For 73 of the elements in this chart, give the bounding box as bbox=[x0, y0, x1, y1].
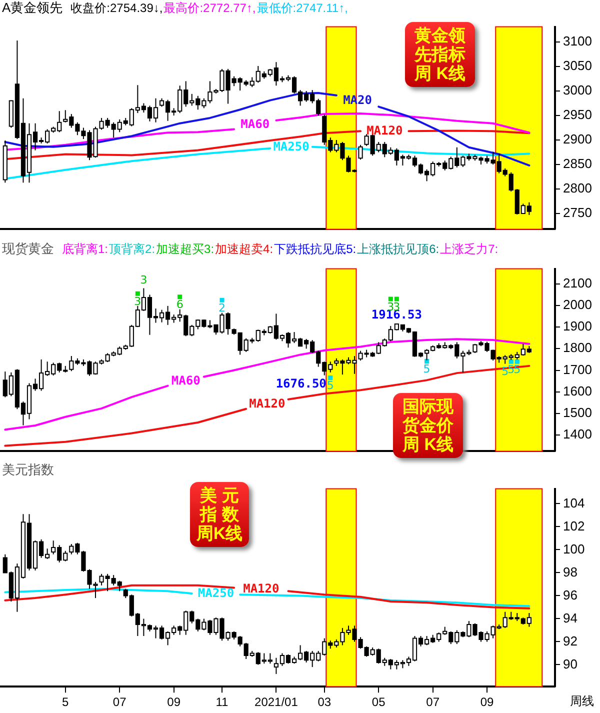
x-tick-label: 09 bbox=[480, 695, 494, 710]
y-tick-label: 1600 bbox=[563, 383, 592, 398]
point bbox=[388, 296, 393, 302]
y-tick-label: 2850 bbox=[563, 156, 592, 172]
text: 加速超买3: bbox=[156, 242, 214, 256]
text: 上涨抵抗见顶6: bbox=[357, 242, 440, 256]
series-label: MA120 bbox=[366, 123, 403, 138]
y-tick-label: 100 bbox=[563, 541, 585, 556]
point bbox=[394, 296, 399, 302]
text: 最高价:2772.77↑, bbox=[164, 1, 256, 15]
y-tick-label: 3100 bbox=[563, 34, 592, 49]
y-tick-label: 1500 bbox=[563, 405, 592, 420]
text: 最低价:2747.11↑, bbox=[256, 1, 348, 15]
x-tick-label: 03 bbox=[318, 695, 332, 710]
y-tick-label: 2800 bbox=[563, 180, 592, 196]
x-tick-label: 07 bbox=[426, 695, 440, 710]
annotation: 美 元指 数周K线 bbox=[190, 482, 249, 547]
annotation: 3 bbox=[134, 294, 142, 308]
y-tick-label: 3050 bbox=[563, 58, 592, 74]
x-tick-label: 05 bbox=[372, 695, 386, 710]
y-tick-label: 2950 bbox=[563, 107, 592, 122]
y-tick-label: 104 bbox=[563, 495, 585, 510]
y-tick-label: 98 bbox=[563, 564, 578, 580]
point bbox=[424, 358, 430, 364]
annotation: 6 bbox=[176, 298, 184, 312]
annotation: 5 bbox=[326, 379, 334, 392]
text: 收盘价:2754.39↓, bbox=[70, 1, 163, 15]
y-tick-label: 2100 bbox=[563, 275, 592, 290]
y-tick-label: 94 bbox=[563, 610, 578, 626]
annotation: 5 bbox=[423, 362, 430, 376]
y-tick-label: 1400 bbox=[563, 426, 592, 442]
text: 下跌抵抗见底5: bbox=[274, 242, 356, 256]
series-label: MA250 bbox=[198, 586, 234, 600]
point bbox=[508, 359, 514, 364]
x-tick-label: 09 bbox=[167, 695, 181, 710]
series-label: MA120 bbox=[249, 396, 286, 410]
y-tick-label: 3000 bbox=[563, 82, 592, 98]
y-tick-label: 1700 bbox=[563, 362, 592, 377]
annotation: 国际现货金价周 K线 bbox=[393, 393, 463, 458]
x-tick-label: 2021/01 bbox=[254, 695, 298, 710]
series-label: MA60 bbox=[240, 116, 270, 131]
x-tick-label: 07 bbox=[112, 695, 127, 710]
x-tick-label: 5 bbox=[62, 695, 70, 710]
point bbox=[135, 291, 140, 296]
y-tick-label: 2000 bbox=[563, 297, 592, 312]
y-tick-label: 2900 bbox=[563, 132, 592, 147]
point bbox=[514, 359, 520, 364]
point bbox=[328, 376, 333, 380]
annotation: 黄金领先指标周 K线 bbox=[405, 22, 475, 87]
point bbox=[220, 298, 224, 302]
y-tick-label: 102 bbox=[563, 518, 585, 534]
series-label: MA120 bbox=[243, 582, 280, 596]
annotation: 2 bbox=[218, 301, 226, 314]
text: 底背离1: bbox=[62, 242, 108, 256]
y-tick-label: 90 bbox=[563, 656, 578, 672]
y-tick-label: 1800 bbox=[563, 340, 592, 356]
chart-title: A黄金领先 bbox=[2, 0, 63, 15]
chart-title: 美元指数 bbox=[2, 462, 54, 477]
series-label: MA60 bbox=[171, 373, 200, 388]
point bbox=[178, 294, 182, 300]
text: 周线 bbox=[570, 693, 594, 710]
text: 上涨乏力7: bbox=[440, 242, 498, 256]
annotation: 5 bbox=[502, 365, 509, 378]
x-tick-label: 11 bbox=[216, 695, 229, 710]
y-tick-label: 1900 bbox=[563, 318, 592, 334]
annotation: 3 bbox=[140, 274, 148, 287]
text: 顶背离2: bbox=[109, 242, 156, 256]
y-tick-label: 92 bbox=[563, 633, 578, 648]
chart-title: 现货黄金 bbox=[2, 241, 54, 256]
y-tick-label: 96 bbox=[563, 587, 578, 602]
series-label: MA250 bbox=[273, 140, 310, 154]
y-tick-label: 2750 bbox=[563, 205, 592, 220]
text: 加速超卖4: bbox=[215, 242, 274, 256]
